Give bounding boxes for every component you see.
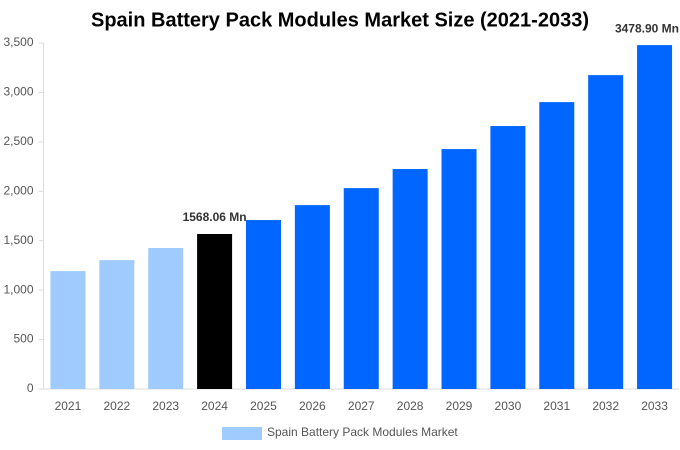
legend-swatch — [222, 427, 262, 440]
bar — [197, 233, 233, 389]
x-tick-label: 2024 — [201, 399, 228, 413]
y-tick-label: 500 — [13, 332, 33, 346]
x-tick-label: 2029 — [446, 399, 473, 413]
bar — [490, 126, 526, 389]
value-label: 1568.06 Mn — [183, 210, 247, 224]
legend-label: Spain Battery Pack Modules Market — [267, 425, 458, 439]
x-tick-label: 2021 — [55, 399, 82, 413]
y-tick-label: 0 — [27, 381, 34, 395]
bar — [343, 188, 379, 389]
chart-title: Spain Battery Pack Modules Market Size (… — [91, 9, 589, 31]
x-tick-label: 2023 — [152, 399, 179, 413]
y-tick-label: 1,000 — [3, 282, 33, 296]
y-tick-label: 2,500 — [3, 134, 33, 148]
y-tick-label: 3,500 — [3, 35, 33, 49]
value-label: 3478.90 Mn — [615, 21, 679, 35]
x-tick-label: 2032 — [592, 399, 619, 413]
x-tick-label: 2033 — [641, 399, 668, 413]
x-tick-label: 2027 — [348, 399, 375, 413]
x-tick-label: 2031 — [543, 399, 570, 413]
x-tick-label: 2022 — [103, 399, 130, 413]
y-tick-label: 2,000 — [3, 183, 33, 197]
x-tick-label: 2025 — [250, 399, 277, 413]
bar — [588, 75, 624, 389]
x-tick-label: 2028 — [397, 399, 424, 413]
bar — [637, 45, 673, 390]
bar — [392, 169, 428, 389]
bar — [50, 271, 86, 389]
bar — [441, 149, 477, 389]
bar — [148, 248, 184, 389]
bar — [294, 205, 330, 389]
bar — [245, 220, 281, 389]
bar — [539, 102, 575, 389]
y-tick-label: 1,500 — [3, 233, 33, 247]
x-tick-label: 2026 — [299, 399, 326, 413]
y-tick-label: 3,000 — [3, 85, 33, 99]
bar — [99, 260, 135, 389]
x-tick-label: 2030 — [495, 399, 522, 413]
